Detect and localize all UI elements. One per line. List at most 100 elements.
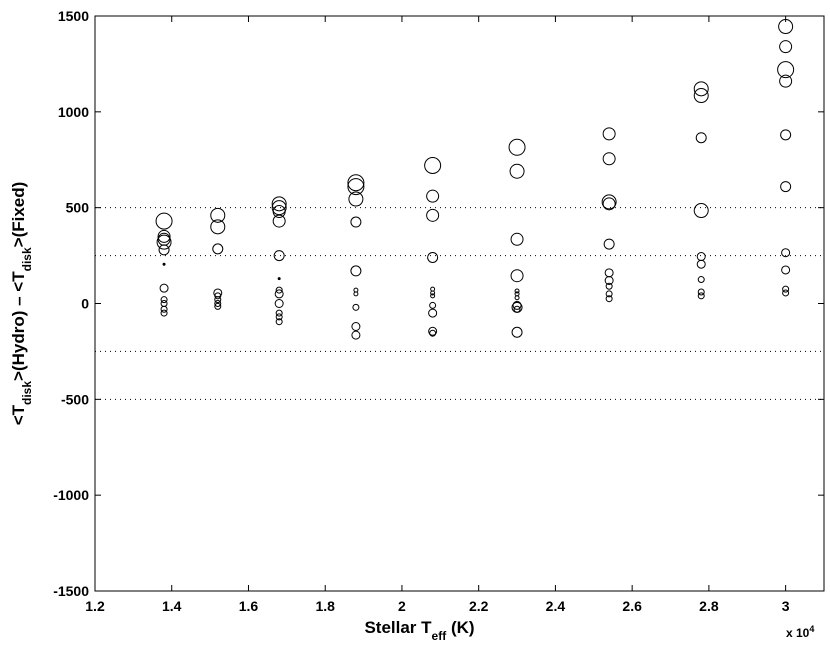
y-tick-label: 0 xyxy=(81,296,89,312)
bubble xyxy=(605,295,613,303)
x-tick-label: 2.4 xyxy=(546,598,566,614)
bubble xyxy=(214,300,222,307)
x-tick-label: 3 xyxy=(782,598,790,614)
bubble xyxy=(782,285,790,293)
bubble xyxy=(510,232,524,246)
bubble xyxy=(696,259,706,269)
label-part: (K) xyxy=(446,618,474,637)
bubble xyxy=(428,308,438,318)
y-tick-label: -500 xyxy=(61,391,89,407)
label-part: x 10 xyxy=(786,626,810,640)
bubble xyxy=(352,303,360,311)
bubble xyxy=(351,330,361,340)
bubble xyxy=(160,300,168,307)
bubble xyxy=(696,252,706,262)
subscript: disk xyxy=(20,381,34,405)
bubble xyxy=(350,265,362,277)
bubble xyxy=(426,208,440,222)
x-multiplier: x 104 xyxy=(786,624,814,640)
bubble xyxy=(514,288,520,294)
x-tick-label: 2.6 xyxy=(622,598,642,614)
x-tick-label: 1.6 xyxy=(239,598,259,614)
bubble xyxy=(277,277,281,281)
bubble xyxy=(159,283,169,293)
bubble xyxy=(780,181,792,193)
bubble xyxy=(605,290,613,298)
bubble xyxy=(157,229,171,243)
bubble xyxy=(212,243,224,255)
bubble xyxy=(158,244,170,256)
y-tick-label: -1500 xyxy=(53,583,89,599)
y-tick-label: -1000 xyxy=(53,487,89,503)
bubble xyxy=(274,299,284,308)
bubble xyxy=(160,309,168,317)
bubble xyxy=(214,292,222,300)
bubble xyxy=(510,269,524,283)
bubble xyxy=(214,296,222,304)
x-tick-label: 1.2 xyxy=(85,598,105,614)
bubble xyxy=(605,282,613,290)
bubble xyxy=(160,305,168,313)
bubble xyxy=(781,265,791,275)
bubble xyxy=(347,178,365,196)
bubble xyxy=(430,290,436,296)
bubble xyxy=(780,129,792,141)
bubble xyxy=(604,268,614,278)
label-part: Stellar T xyxy=(364,618,432,637)
bubble xyxy=(697,292,705,300)
bubble xyxy=(156,234,172,250)
bubble xyxy=(695,132,707,144)
bubble xyxy=(275,313,283,321)
bubble xyxy=(779,40,793,54)
bubble xyxy=(429,301,437,309)
bubble xyxy=(782,289,790,297)
x-tick-label: 2.2 xyxy=(469,598,489,614)
subscript: eff xyxy=(432,629,448,643)
bubble xyxy=(353,291,359,297)
bubble xyxy=(273,250,285,262)
bubble xyxy=(271,196,287,212)
bubble xyxy=(602,152,616,166)
bubble xyxy=(601,194,617,210)
bubble xyxy=(272,214,286,228)
x-axis-label: Stellar Teff (K) xyxy=(364,618,474,643)
bubble xyxy=(272,205,286,218)
bubble xyxy=(697,288,705,296)
bubble xyxy=(603,238,615,250)
bubble xyxy=(777,61,795,79)
bubble xyxy=(778,19,794,35)
bubble xyxy=(424,157,442,174)
bubble xyxy=(426,189,440,203)
subscript: disk xyxy=(20,247,34,271)
bubble xyxy=(514,295,520,301)
x-tick-label: 1.8 xyxy=(315,598,335,614)
bubble xyxy=(693,203,709,219)
y-tick-label: 1500 xyxy=(58,8,89,24)
bubble xyxy=(210,207,226,223)
bubble xyxy=(512,300,522,310)
bubble xyxy=(427,252,439,263)
bubble xyxy=(781,248,791,258)
bubble xyxy=(155,212,173,230)
bubble xyxy=(511,326,523,338)
bubble xyxy=(162,262,166,266)
bubble xyxy=(602,127,616,141)
bubble xyxy=(275,286,283,294)
bubble xyxy=(214,302,222,310)
y-tick-label: 500 xyxy=(66,200,90,216)
x-tick-label: 1.4 xyxy=(162,598,182,614)
bubble xyxy=(350,216,362,228)
bubble xyxy=(693,88,709,104)
bubble xyxy=(348,191,364,207)
bubble xyxy=(508,138,526,156)
bubble xyxy=(429,329,437,337)
label-part: >(Hydro) – <T xyxy=(9,271,28,381)
bubble xyxy=(779,74,793,88)
bubble xyxy=(509,163,525,179)
bubble xyxy=(604,276,614,285)
bubble xyxy=(697,276,705,284)
bubble xyxy=(428,326,438,336)
label-part: >(Fixed) xyxy=(9,182,28,248)
bubble xyxy=(513,305,521,313)
y-axis-label: <Tdisk>(Hydro) – <Tdisk>(Fixed) xyxy=(9,182,34,426)
